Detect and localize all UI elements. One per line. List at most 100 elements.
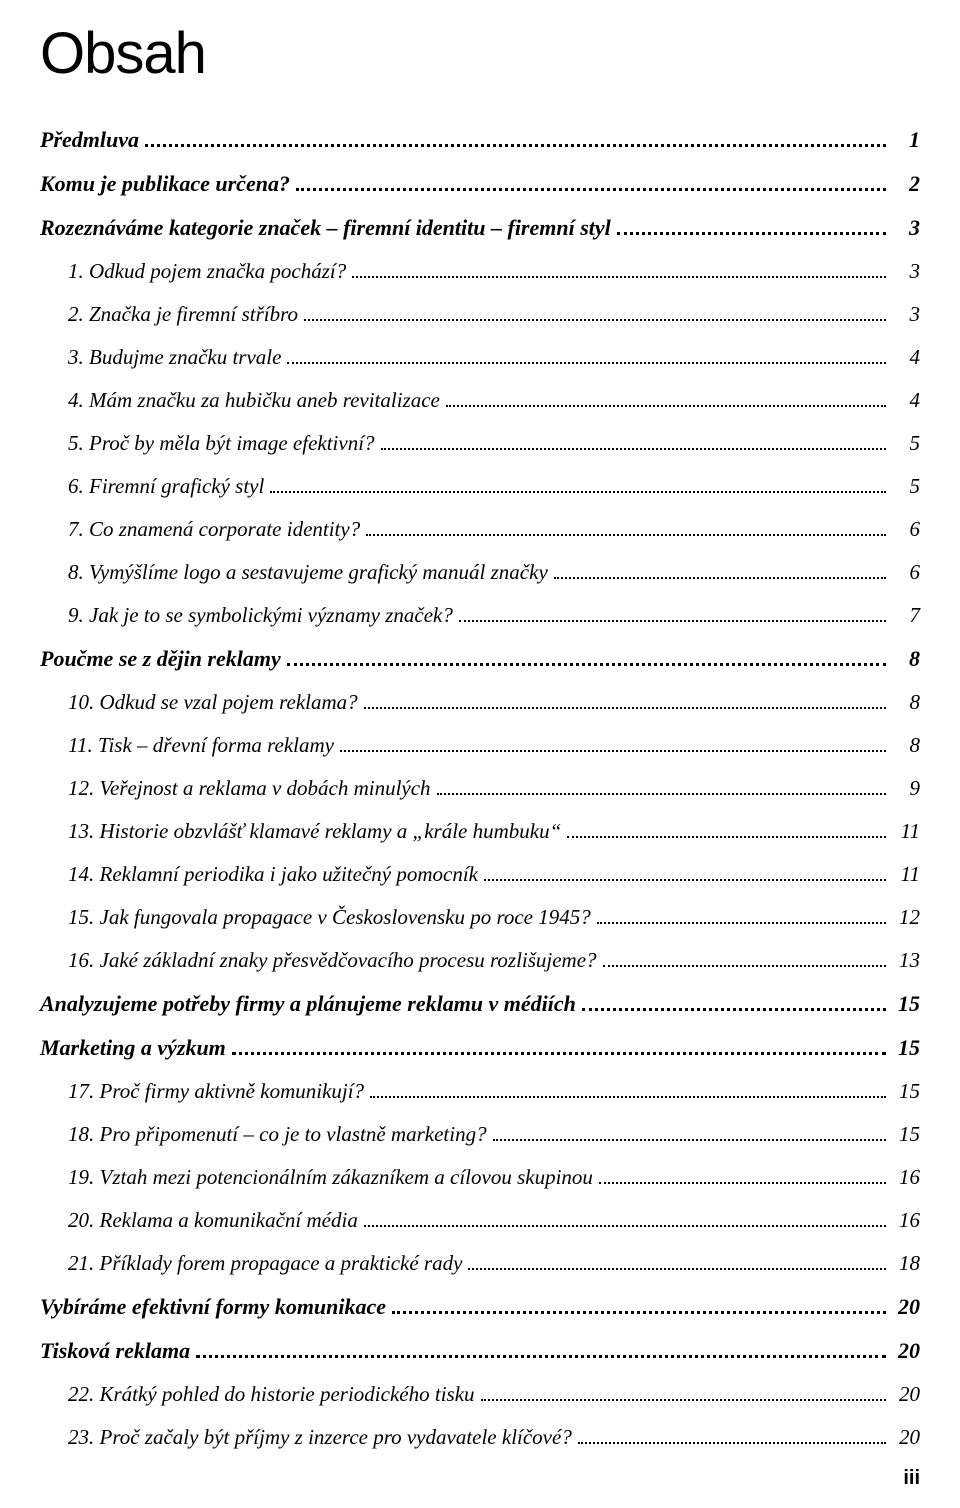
toc-label: 21. Příklady forem propagace a praktické… [68, 1251, 462, 1276]
toc-line: 7. Co znamená corporate identity? 6 [40, 517, 920, 542]
toc-label: 17. Proč firmy aktivně komunikují? [68, 1079, 364, 1104]
toc-page-number: 8 [892, 646, 920, 672]
toc-label: 9. Jak je to se symbolickými významy zna… [68, 603, 453, 628]
toc-dots [381, 436, 886, 450]
toc-dots [582, 996, 886, 1011]
toc-page-number: 2 [892, 171, 920, 197]
toc-page-number: 20 [892, 1338, 920, 1364]
toc-label: Tisková reklama [40, 1338, 190, 1364]
toc-line: 18. Pro připomenutí – co je to vlastně m… [40, 1122, 920, 1147]
toc-page-number: 12 [892, 905, 920, 930]
toc-dots [304, 307, 886, 321]
toc-line: 22. Krátký pohled do historie periodické… [40, 1382, 920, 1407]
toc-dots [446, 393, 886, 407]
footer-page-number: iii [903, 1467, 920, 1490]
toc-page-number: 7 [892, 603, 920, 628]
toc-line: 13. Historie obzvlášť klamavé reklamy a … [40, 819, 920, 844]
toc-dots [352, 264, 886, 278]
toc-label: 7. Co znamená corporate identity? [68, 517, 360, 542]
toc-dots [287, 350, 886, 364]
toc-dots [493, 1127, 886, 1141]
toc-line: 14. Reklamní periodika i jako užitečný p… [40, 862, 920, 887]
toc-line: 2. Značka je firemní stříbro3 [40, 302, 920, 327]
toc-page-number: 9 [892, 776, 920, 801]
toc-label: 18. Pro připomenutí – co je to vlastně m… [68, 1122, 487, 1147]
toc-label: 4. Mám značku za hubičku aneb revitaliza… [68, 388, 440, 413]
toc-line: Rozeznáváme kategorie značek – firemní i… [40, 215, 920, 241]
toc-label: 13. Historie obzvlášť klamavé reklamy a … [68, 819, 561, 844]
toc-label: 11. Tisk – dřevní forma reklamy [68, 733, 334, 758]
toc-label: 12. Veřejnost a reklama v dobách minulýc… [68, 776, 431, 801]
toc-label: 22. Krátký pohled do historie periodické… [68, 1382, 475, 1407]
toc-dots [287, 651, 886, 666]
toc-page-number: 20 [892, 1294, 920, 1320]
toc-label: 1. Odkud pojem značka pochází? [68, 259, 346, 284]
toc-page-number: 11 [892, 862, 920, 887]
toc-page-number: 3 [892, 259, 920, 284]
toc-label: 20. Reklama a komunikační média [68, 1208, 358, 1233]
toc-line: 10. Odkud se vzal pojem reklama?8 [40, 690, 920, 715]
toc-page-number: 15 [892, 1122, 920, 1147]
toc-label: Marketing a výzkum [40, 1035, 226, 1061]
toc-dots [481, 1387, 886, 1401]
toc-page-number: 3 [892, 215, 920, 241]
toc-line: 15. Jak fungovala propagace v Českoslove… [40, 905, 920, 930]
toc-page-number: 4 [892, 345, 920, 370]
toc-line: 20. Reklama a komunikační média 16 [40, 1208, 920, 1233]
toc-dots [364, 695, 886, 709]
toc-page-number: 1 [892, 127, 920, 153]
toc-page-number: 13 [892, 948, 920, 973]
toc-line: 12. Veřejnost a reklama v dobách minulýc… [40, 776, 920, 801]
toc-dots [484, 867, 886, 881]
toc-dots [370, 1084, 886, 1098]
toc-line: 17. Proč firmy aktivně komunikují?15 [40, 1079, 920, 1104]
toc-page-number: 18 [892, 1251, 920, 1276]
toc-dots [296, 176, 886, 191]
table-of-contents: Předmluva1 Komu je publikace určena? 2 Roze… [40, 127, 920, 1450]
toc-dots [437, 781, 886, 795]
toc-page-number: 5 [892, 474, 920, 499]
toc-page-number: 4 [892, 388, 920, 413]
toc-dots [603, 953, 886, 967]
toc-label: 8. Vymýšlíme logo a sestavujeme grafický… [68, 560, 548, 585]
toc-label: Analyzujeme potřeby firmy a plánujeme re… [40, 991, 576, 1017]
page: Obsah Předmluva1Komu je publikace určena… [0, 0, 960, 1508]
toc-line: Analyzujeme potřeby firmy a plánujeme re… [40, 991, 920, 1017]
toc-label: Rozeznáváme kategorie značek – firemní i… [40, 215, 611, 241]
toc-label: 23. Proč začaly být příjmy z inzerce pro… [68, 1425, 572, 1450]
toc-label: 6. Firemní grafický styl [68, 474, 264, 499]
toc-line: 16. Jaké základní znaky přesvědčovacího … [40, 948, 920, 973]
toc-label: 2. Značka je firemní stříbro [68, 302, 298, 327]
toc-dots [468, 1256, 886, 1270]
toc-dots [567, 824, 886, 838]
toc-line: 9. Jak je to se symbolickými významy zna… [40, 603, 920, 628]
toc-dots [597, 910, 886, 924]
toc-page-number: 16 [892, 1208, 920, 1233]
toc-line: 11. Tisk – dřevní forma reklamy 8 [40, 733, 920, 758]
toc-line: Předmluva1 [40, 127, 920, 153]
toc-page-number: 8 [892, 733, 920, 758]
toc-dots [196, 1343, 886, 1358]
toc-dots [270, 479, 886, 493]
toc-page-number: 8 [892, 690, 920, 715]
toc-line: Tisková reklama 20 [40, 1338, 920, 1364]
toc-dots [599, 1170, 886, 1184]
toc-dots [459, 608, 886, 622]
toc-line: 6. Firemní grafický styl 5 [40, 474, 920, 499]
toc-dots [232, 1040, 886, 1055]
toc-line: 4. Mám značku za hubičku aneb revitaliza… [40, 388, 920, 413]
toc-line: 21. Příklady forem propagace a praktické… [40, 1251, 920, 1276]
toc-page-number: 15 [892, 1035, 920, 1061]
toc-dots [392, 1299, 886, 1314]
toc-label: Komu je publikace určena? [40, 171, 290, 197]
toc-label: Vybíráme efektivní formy komunikace [40, 1294, 386, 1320]
toc-page-number: 20 [892, 1382, 920, 1407]
toc-label: Poučme se z dějin reklamy [40, 646, 281, 672]
toc-page-number: 15 [892, 991, 920, 1017]
toc-label: 14. Reklamní periodika i jako užitečný p… [68, 862, 478, 887]
toc-line: Poučme se z dějin reklamy 8 [40, 646, 920, 672]
toc-line: Komu je publikace určena? 2 [40, 171, 920, 197]
toc-page-number: 6 [892, 517, 920, 542]
toc-label: 5. Proč by měla být image efektivní? [68, 431, 375, 456]
toc-line: 5. Proč by měla být image efektivní?5 [40, 431, 920, 456]
